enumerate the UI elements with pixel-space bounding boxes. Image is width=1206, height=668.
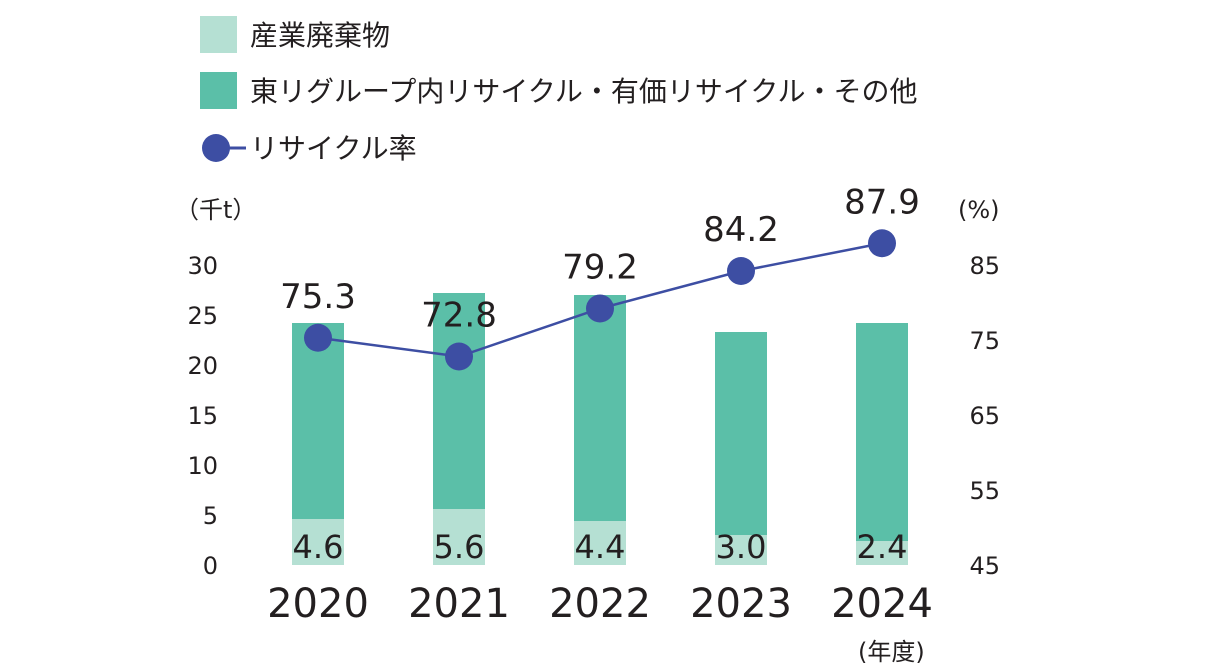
right-axis-tick-label: 45 — [969, 552, 1000, 580]
rate-point — [304, 323, 332, 352]
bar-value-label-industrial-waste: 4.6 — [293, 528, 344, 566]
left-axis-tick-label: 25 — [187, 302, 218, 330]
bar-value-label-industrial-waste: 3.0 — [716, 528, 767, 566]
left-axis-tick-label: 0 — [203, 552, 218, 580]
bars: 4.6 5.6 4.4 3.0 2.4 — [292, 293, 908, 566]
bar-industrial-waste — [574, 521, 626, 565]
rate-value-label: 79.2 — [562, 248, 638, 288]
bar-recycle-other — [715, 332, 767, 535]
left-axis-tick-label: 5 — [203, 502, 218, 530]
legend-label-industrial-waste: 産業廃棄物 — [250, 19, 390, 52]
category-label: 2021 — [408, 581, 510, 627]
right-axis-ticks: 45 55 65 75 85 — [969, 252, 1000, 580]
legend-label-rate: リサイクル率 — [250, 132, 417, 165]
category-labels: 2020 2021 2022 2023 2024 — [267, 581, 933, 627]
left-axis-tick-label: 20 — [187, 352, 218, 380]
rate-value-label: 72.8 — [421, 296, 497, 336]
left-axis-unit: （千t） — [175, 196, 256, 224]
bar-industrial-waste — [292, 519, 344, 565]
x-axis-unit: (年度) — [858, 638, 925, 666]
category-label: 2024 — [831, 581, 933, 627]
rate-line-layer: 75.3 72.8 79.2 84.2 87.9 — [280, 182, 920, 371]
legend-swatch-recycle-other — [200, 72, 237, 109]
bar-recycle-other — [433, 293, 485, 509]
left-axis-tick-label: 30 — [187, 252, 218, 280]
right-axis-tick-label: 75 — [969, 327, 1000, 355]
left-axis-tick-label: 10 — [187, 452, 218, 480]
category-label: 2023 — [690, 581, 792, 627]
bar-value-label-industrial-waste: 4.4 — [575, 528, 626, 566]
right-axis-tick-label: 55 — [969, 477, 1000, 505]
rate-value-label: 87.9 — [844, 182, 920, 222]
legend-swatch-industrial-waste — [200, 16, 237, 53]
bar-industrial-waste — [433, 509, 485, 565]
legend-marker-rate — [202, 134, 230, 162]
category-label: 2020 — [267, 581, 369, 627]
bar-recycle-other — [856, 323, 908, 541]
bar-recycle-other — [574, 295, 626, 521]
rate-point — [727, 257, 755, 285]
rate-value-label: 84.2 — [703, 210, 779, 250]
legend-label-recycle-other: 東リグループ内リサイクル・有価リサイクル・その他 — [250, 75, 918, 108]
left-axis-ticks: 0 5 10 15 20 25 30 — [187, 252, 218, 580]
left-axis-tick-label: 15 — [187, 402, 218, 430]
bar-value-label-industrial-waste: 2.4 — [857, 528, 908, 566]
rate-point — [586, 294, 614, 323]
right-axis-tick-label: 85 — [969, 252, 1000, 280]
rate-value-label: 75.3 — [280, 277, 356, 317]
legend: 産業廃棄物 東リグループ内リサイクル・有価リサイクル・その他 リサイクル率 — [200, 16, 918, 165]
bar-recycle-other — [292, 323, 344, 519]
bar-value-label-industrial-waste: 5.6 — [434, 528, 485, 566]
rate-point — [445, 342, 473, 371]
bar-industrial-waste — [856, 541, 908, 565]
right-axis-tick-label: 65 — [969, 402, 1000, 430]
category-label: 2022 — [549, 581, 651, 627]
bar-industrial-waste — [715, 535, 767, 565]
rate-point — [868, 229, 896, 258]
right-axis-unit: (%) — [958, 196, 1000, 224]
